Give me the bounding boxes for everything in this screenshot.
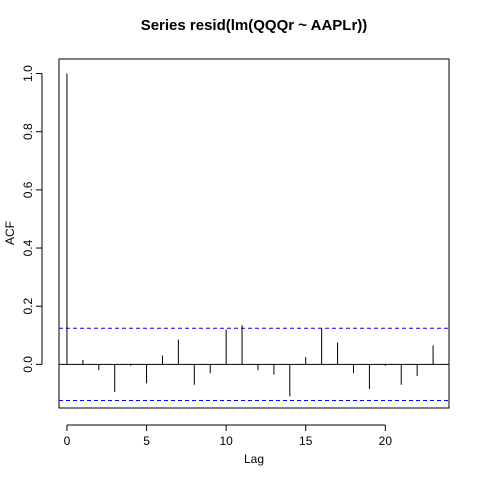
y-tick-label: 0.2 bbox=[21, 298, 35, 315]
x-axis-label: Lag bbox=[244, 452, 264, 466]
x-tick-label: 20 bbox=[379, 434, 393, 448]
x-tick-label: 15 bbox=[299, 434, 313, 448]
x-tick-label: 5 bbox=[143, 434, 150, 448]
y-axis-label: ACF bbox=[3, 221, 17, 245]
plot-frame bbox=[58, 58, 450, 409]
confidence-bands bbox=[59, 327, 449, 401]
x-tick-label: 0 bbox=[64, 434, 71, 448]
y-tick-label: 1.0 bbox=[21, 65, 35, 82]
acf-bars bbox=[66, 73, 434, 397]
y-tick-label: 0.8 bbox=[21, 123, 35, 140]
y-tick-label: 0.6 bbox=[21, 181, 35, 198]
y-tick-label: 0.4 bbox=[21, 239, 35, 256]
y-tick-label: 0.0 bbox=[21, 356, 35, 373]
x-axis: 0 5 10 15 20 bbox=[64, 424, 393, 448]
y-axis: 0.0 0.2 0.4 0.6 0.8 1.0 bbox=[21, 65, 43, 373]
x-tick-label: 10 bbox=[219, 434, 233, 448]
chart-title: Series resid(lm(QQQr ~ AAPLr)) bbox=[141, 17, 368, 34]
